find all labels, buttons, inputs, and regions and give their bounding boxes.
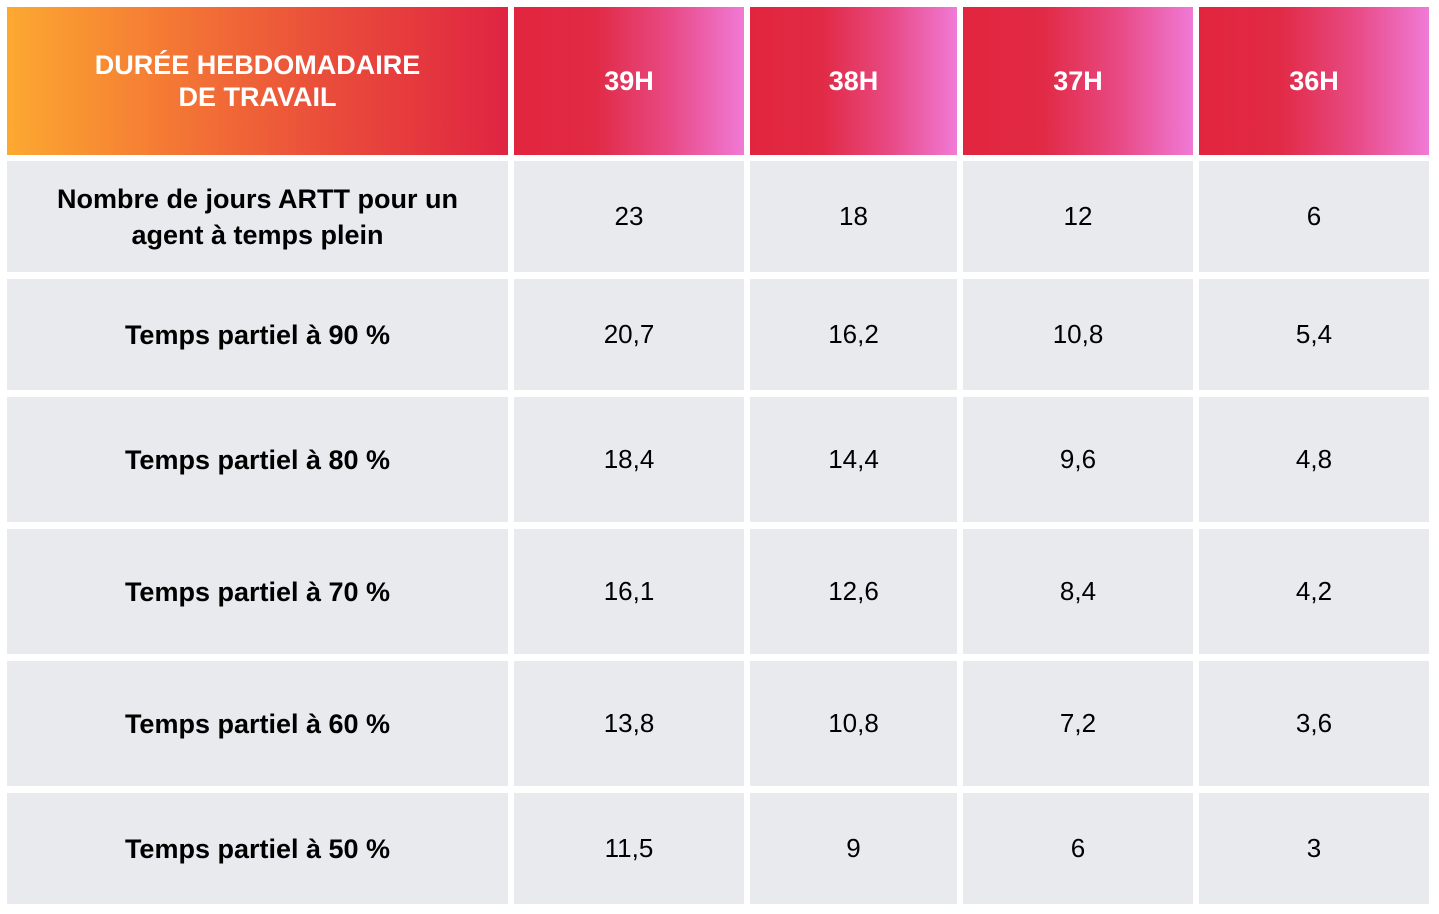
row-label: Nombre de jours ARTT pour un agent à tem… (7, 161, 508, 272)
table-cell: 10,8 (750, 661, 957, 786)
table-cell: 12 (963, 161, 1193, 272)
row-label: Temps partiel à 70 % (7, 529, 508, 654)
table-cell: 10,8 (963, 279, 1193, 390)
table-cell: 9,6 (963, 397, 1193, 522)
row-label: Temps partiel à 80 % (7, 397, 508, 522)
table-cell: 4,2 (1199, 529, 1429, 654)
table-cell: 14,4 (750, 397, 957, 522)
header-col-label: 38H (828, 65, 879, 96)
table-cell: 23 (514, 161, 744, 272)
table-cell: 16,1 (514, 529, 744, 654)
header-col-label: 36H (1289, 65, 1339, 96)
header-col-label: 37H (1053, 65, 1103, 96)
table-cell: 13,8 (514, 661, 744, 786)
table-cell: 18 (750, 161, 957, 272)
table-cell: 18,4 (514, 397, 744, 522)
table-cell: 3 (1199, 793, 1429, 904)
table-cell: 8,4 (963, 529, 1193, 654)
header-col-36h: 36H (1199, 7, 1429, 155)
header-col-39h: 39H (514, 7, 744, 155)
header-col-38h: 38H (750, 7, 957, 155)
table-cell: 12,6 (750, 529, 957, 654)
table-cell: 4,8 (1199, 397, 1429, 522)
table-cell: 9 (750, 793, 957, 904)
row-label: Temps partiel à 60 % (7, 661, 508, 786)
header-title-text: DURÉE HEBDOMADAIRE DE TRAVAIL (94, 50, 421, 112)
row-label-text: Nombre de jours ARTT pour un agent à tem… (57, 183, 458, 250)
header-col-37h: 37H (963, 7, 1193, 155)
row-label: Temps partiel à 50 % (7, 793, 508, 904)
table-cell: 11,5 (514, 793, 744, 904)
table-cell: 6 (1199, 161, 1429, 272)
table-cell: 6 (963, 793, 1193, 904)
table-cell: 16,2 (750, 279, 957, 390)
row-label: Temps partiel à 90 % (7, 279, 508, 390)
table-cell: 7,2 (963, 661, 1193, 786)
table-cell: 3,6 (1199, 661, 1429, 786)
table-cell: 20,7 (514, 279, 744, 390)
header-col-label: 39H (604, 65, 654, 96)
header-title: DURÉE HEBDOMADAIRE DE TRAVAIL (7, 7, 508, 155)
table-cell: 5,4 (1199, 279, 1429, 390)
